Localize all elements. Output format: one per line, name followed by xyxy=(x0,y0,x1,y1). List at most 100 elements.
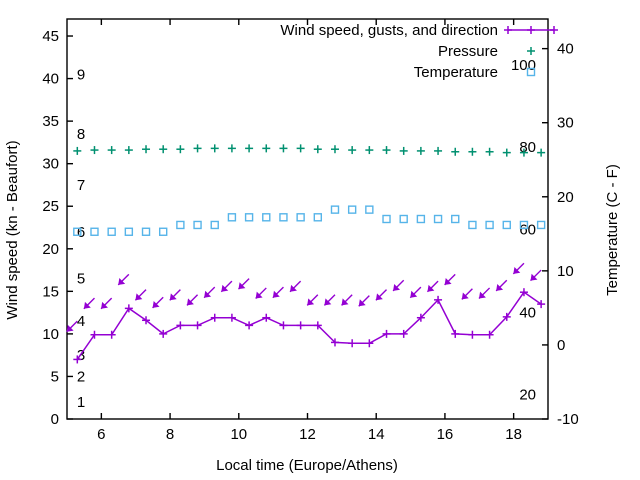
arrow-head xyxy=(444,278,452,285)
square-marker xyxy=(124,227,134,236)
wind-direction-arrow xyxy=(358,295,370,307)
y2-tick-label: -10 xyxy=(557,411,579,428)
arrow-head xyxy=(221,284,229,292)
wind-direction-arrow xyxy=(117,273,130,286)
square-marker xyxy=(416,214,426,224)
square-marker xyxy=(330,205,340,214)
legend-label: Wind speed, gusts, and direction xyxy=(280,22,498,39)
square-marker xyxy=(193,220,202,230)
square-marker xyxy=(296,213,305,222)
square-marker xyxy=(433,214,443,224)
arrow-head xyxy=(255,291,263,299)
legend-label: Temperature xyxy=(414,64,498,81)
arrow-head xyxy=(204,290,212,298)
wind-direction-arrow xyxy=(66,320,78,333)
wind-direction-arrow xyxy=(392,279,405,292)
fahrenheit-label: 40 xyxy=(519,304,536,321)
arrow-head xyxy=(290,284,297,292)
wind-direction-arrow xyxy=(512,262,525,275)
beaufort-label: 3 xyxy=(77,347,85,364)
arrow-head xyxy=(324,298,332,306)
square-marker xyxy=(468,220,477,230)
wind-direction-arrow xyxy=(495,279,508,292)
beaufort-label: 7 xyxy=(77,177,85,194)
square-marker xyxy=(365,205,374,214)
square-marker xyxy=(107,227,116,236)
wind-direction-arrow xyxy=(461,288,473,300)
y-axis-title: Wind speed (kn - Beaufort) xyxy=(4,140,21,319)
square-marker xyxy=(526,67,536,77)
y-tick-label: 10 xyxy=(42,326,59,343)
arrow-head xyxy=(169,293,177,301)
fahrenheit-label: 60 xyxy=(519,221,536,238)
square-marker xyxy=(502,220,511,230)
arrow-head xyxy=(83,301,91,309)
square-marker xyxy=(536,220,546,230)
y2-tick-label: 0 xyxy=(557,337,565,354)
y-tick-label: 20 xyxy=(42,241,59,258)
y2-tick-label: 20 xyxy=(557,189,574,206)
arrow-head xyxy=(66,324,74,332)
y2-tick-label: 40 xyxy=(557,41,574,58)
arrow-head xyxy=(307,298,315,306)
beaufort-label: 8 xyxy=(77,126,85,143)
series-wind-speed xyxy=(73,288,546,364)
arrow-head xyxy=(238,282,246,290)
wind-direction-arrow xyxy=(134,289,147,301)
square-marker xyxy=(519,220,529,230)
x-tick-label: 14 xyxy=(368,426,385,443)
square-marker xyxy=(90,227,99,236)
x-axis-ticks: 6 8 10 12 14 16 18 xyxy=(97,19,522,443)
wind-direction-arrow xyxy=(203,286,216,299)
wind-direction-arrow xyxy=(237,278,250,290)
arrow-head xyxy=(152,300,160,308)
square-marker xyxy=(485,220,494,230)
x-tick-label: 6 xyxy=(97,426,105,443)
x-tick-label: 10 xyxy=(230,426,247,443)
square-marker xyxy=(244,213,254,222)
arrow-head xyxy=(375,293,383,301)
arrow-head xyxy=(427,284,435,292)
wind-direction-arrow xyxy=(444,273,456,286)
wind-direction-arrow xyxy=(186,294,199,306)
wind-direction-arrow xyxy=(478,287,491,300)
y2-tick-label: 30 xyxy=(557,115,574,132)
series-temperature xyxy=(73,205,546,236)
wind-direction-arrow xyxy=(323,294,336,306)
square-marker xyxy=(279,213,288,222)
square-marker xyxy=(141,227,151,236)
y-tick-label: 15 xyxy=(42,283,59,300)
wind-direction-arrow xyxy=(426,280,439,293)
beaufort-label: 5 xyxy=(77,271,85,288)
square-marker xyxy=(176,220,185,230)
beaufort-label: 1 xyxy=(77,394,85,411)
x-tick-label: 16 xyxy=(437,426,454,443)
wind-direction-arrow xyxy=(169,289,181,301)
square-marker xyxy=(347,205,357,214)
arrow-head xyxy=(101,301,108,309)
x-tick-label: 12 xyxy=(299,426,316,443)
wind-direction-arrow xyxy=(409,286,422,299)
chart-legend: Wind speed, gusts, and direction Pressure… xyxy=(280,22,558,81)
square-marker xyxy=(451,214,460,224)
wind-direction-arrow xyxy=(220,280,233,293)
square-marker xyxy=(210,220,219,230)
arrow-head xyxy=(496,283,504,291)
x-tick-label: 8 xyxy=(166,426,174,443)
wind-direction-arrow xyxy=(306,294,319,306)
arrow-head xyxy=(530,273,538,281)
wind-direction-arrow xyxy=(255,287,267,300)
square-marker xyxy=(399,214,408,224)
y2-axis-ticks: -10 0 10 20 30 40 xyxy=(542,41,579,428)
arrow-head xyxy=(461,292,469,300)
series-pressure xyxy=(73,144,546,157)
arrow-head xyxy=(272,290,280,298)
wind-direction-arrow xyxy=(83,297,95,310)
square-marker xyxy=(227,213,237,222)
arrow-head xyxy=(410,290,418,298)
arrow-head xyxy=(513,266,521,274)
arrow-head xyxy=(478,291,486,299)
